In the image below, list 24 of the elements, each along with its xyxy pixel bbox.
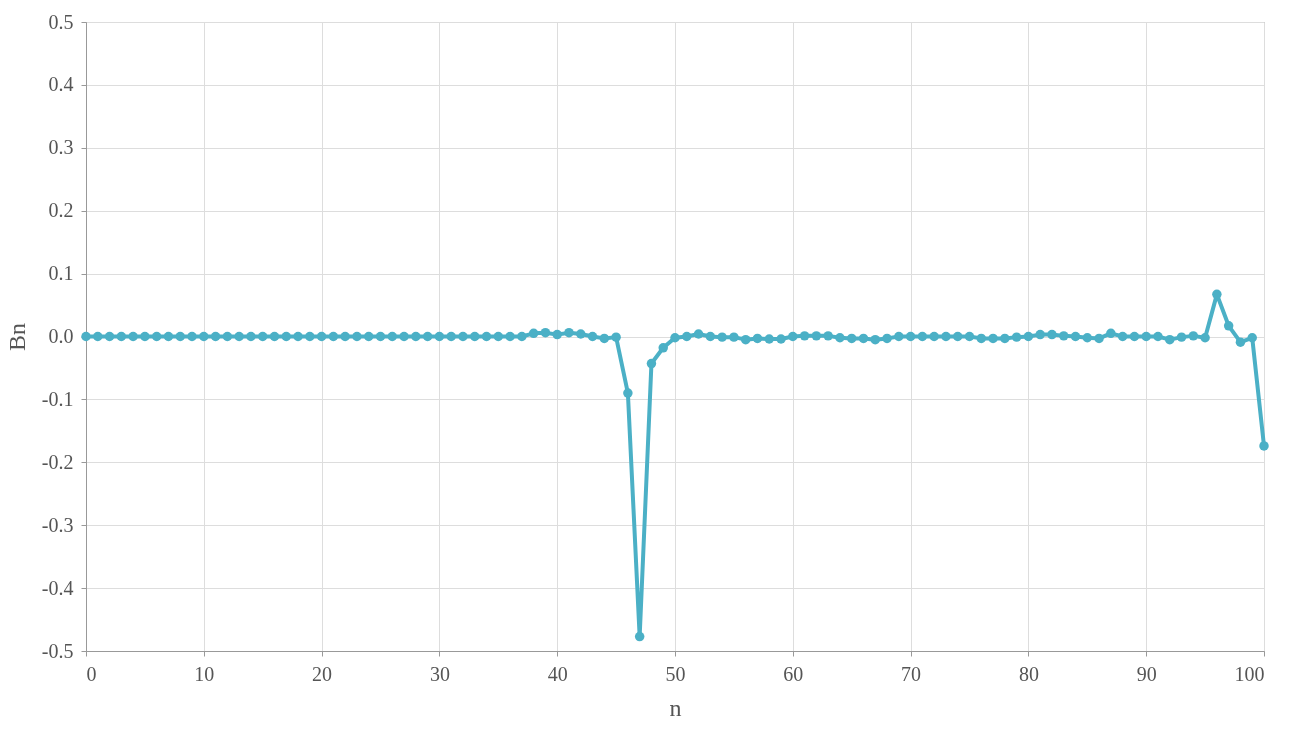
x-tick-label: 70: [901, 662, 922, 685]
y-axis-title: Bn: [3, 322, 30, 352]
y-tick-label: 0.0: [48, 325, 74, 347]
y-tick-label: -0.2: [41, 450, 74, 473]
x-tick-label: 10: [194, 662, 215, 685]
y-tick-label: 0.4: [48, 73, 74, 96]
y-tick-label: 0.1: [48, 262, 74, 285]
y-tick-label: -0.5: [41, 639, 74, 662]
x-tick-label: 90: [1136, 662, 1157, 685]
y-tick-label: -0.1: [41, 387, 74, 410]
x-tick-label: 0: [86, 662, 97, 685]
y-tick-label: 0.3: [48, 136, 74, 159]
y-tick-label: -0.3: [41, 513, 74, 536]
x-tick-label: 20: [312, 662, 333, 685]
x-tick-label: 30: [429, 662, 450, 685]
y-tick-label: 0.2: [48, 199, 74, 222]
y-tick-label: -0.4: [41, 576, 74, 599]
y-tick-label: 0.5: [48, 10, 74, 33]
x-tick-label: 60: [783, 662, 804, 685]
x-axis-title: n: [669, 694, 682, 721]
x-tick-label: 50: [665, 662, 686, 685]
x-tick-label: 80: [1018, 662, 1039, 685]
x-tick-label: 100: [1234, 662, 1265, 685]
x-tick-label: 40: [547, 662, 568, 685]
